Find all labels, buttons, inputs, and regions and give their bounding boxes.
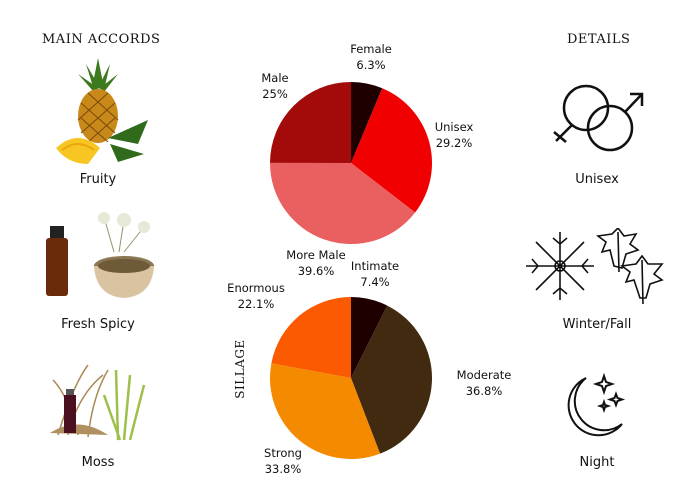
pineapple-image	[56, 58, 148, 164]
spice-oil-image	[46, 212, 154, 298]
pie-slice-female	[351, 82, 383, 163]
details-heading: DETAILS	[567, 32, 631, 47]
pie-slice-enormous	[271, 297, 351, 378]
accord-fresh-spicy-label: Fresh Spicy	[61, 317, 135, 332]
pie-label-moderate: Moderate 36.8%	[456, 368, 512, 398]
moss-grass-image	[50, 364, 146, 441]
pie-label-intimate: Intimate 7.4%	[350, 259, 400, 289]
snowflake-leaves-icon	[526, 228, 664, 304]
pie-label-enormous: Enormous 22.1%	[227, 281, 285, 311]
accord-fruity-label: Fruity	[79, 172, 117, 187]
moon-stars-icon	[567, 372, 626, 437]
pie-slice-male	[270, 82, 351, 163]
accord-moss-label: Moss	[81, 455, 115, 470]
pie-slice-intimate	[351, 297, 388, 378]
pie-label-female: Female 6.3%	[350, 42, 392, 72]
sillage-axis-label: SILLAGE	[233, 339, 247, 399]
detail-winter-fall-label: Winter/Fall	[562, 317, 632, 332]
pie-slice-moderate	[351, 305, 433, 454]
pie-slice-strong	[270, 363, 381, 459]
detail-night-label: Night	[579, 455, 615, 470]
pie-label-more-male: More Male 39.6%	[286, 248, 346, 278]
pie-slice-unisex	[351, 88, 433, 213]
pie-slice-more-male	[269, 162, 416, 244]
pie-label-male: Male 25%	[261, 71, 289, 101]
gender-symbols-icon	[553, 84, 644, 152]
main-accords-heading: MAIN ACCORDS	[42, 32, 161, 47]
pie-label-strong: Strong 33.8%	[264, 446, 302, 476]
pie-label-unisex: Unisex 29.2%	[434, 120, 474, 150]
detail-unisex-label: Unisex	[575, 172, 619, 187]
